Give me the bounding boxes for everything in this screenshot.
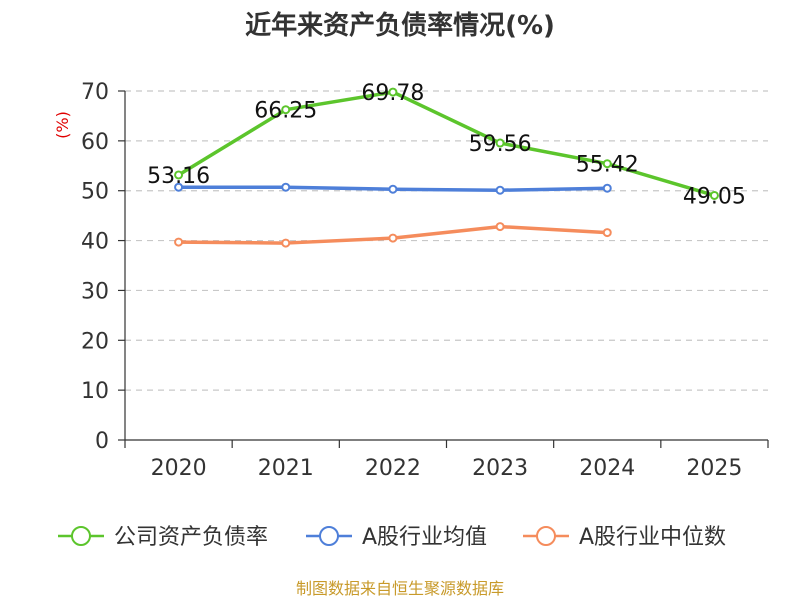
series-layer xyxy=(174,87,719,248)
legend-item: 公司资产负债率 xyxy=(58,525,268,550)
data-label: 53.16 xyxy=(147,164,210,189)
data-label: 59.56 xyxy=(469,132,532,157)
y-tick-label: 30 xyxy=(81,279,109,304)
legend-item: A股行业中位数 xyxy=(523,525,726,550)
data-point xyxy=(281,105,291,115)
x-tick-label: 2020 xyxy=(151,456,207,481)
data-point xyxy=(281,238,291,248)
legend-marker xyxy=(319,526,339,546)
data-point xyxy=(174,170,184,180)
data-point xyxy=(281,182,291,192)
data-point xyxy=(174,182,184,192)
y-tick-label: 20 xyxy=(81,329,109,354)
series-0 xyxy=(174,87,719,200)
y-tick-label: 0 xyxy=(95,429,109,454)
data-point xyxy=(495,185,505,195)
y-axis-label: (%) xyxy=(53,111,72,139)
series-line xyxy=(177,90,715,198)
y-tick-label: 60 xyxy=(81,130,109,155)
data-point xyxy=(709,190,719,200)
data-point xyxy=(602,228,612,238)
data-label: 66.25 xyxy=(254,99,317,124)
legend-marker xyxy=(71,526,91,546)
x-tick-label: 2023 xyxy=(472,456,528,481)
data-label: 55.42 xyxy=(576,153,639,178)
legend-marker xyxy=(536,526,556,546)
y-tick-label: 10 xyxy=(81,379,109,404)
series-1 xyxy=(174,182,612,195)
legend-label: A股行业均值 xyxy=(362,525,487,550)
x-tick-label: 2022 xyxy=(365,456,421,481)
legend-item: A股行业均值 xyxy=(306,525,487,550)
data-point xyxy=(388,87,398,97)
y-tick-label: 40 xyxy=(81,230,109,255)
y-tick-label: 50 xyxy=(81,180,109,205)
x-tick-label: 2021 xyxy=(258,456,314,481)
series-2 xyxy=(174,222,612,248)
data-point xyxy=(388,233,398,243)
data-point xyxy=(495,138,505,148)
y-tick-label: 70 xyxy=(81,80,109,105)
data-point xyxy=(495,222,505,232)
axes: 0 10 20 30 40 50 60 70 2020 2021 2022 2023 2024 2025 xyxy=(81,80,769,481)
data-labels: 53.16 66.25 69.78 59.56 55.42 49.05 xyxy=(147,81,746,209)
data-point xyxy=(602,183,612,193)
x-tick-label: 2025 xyxy=(686,456,742,481)
legend-label: A股行业中位数 xyxy=(579,525,726,550)
data-point xyxy=(388,184,398,194)
x-tick-label: 2024 xyxy=(579,456,635,481)
grid-lines xyxy=(125,90,768,391)
chart-title: 近年来资产负债率情况(%) xyxy=(245,10,555,41)
data-label: 49.05 xyxy=(683,184,746,209)
source-note: 制图数据来自恒生聚源数据库 xyxy=(296,579,504,598)
data-point xyxy=(174,237,184,247)
legend: 公司资产负债率 A股行业均值 A股行业中位数 xyxy=(58,525,726,550)
legend-label: 公司资产负债率 xyxy=(114,525,268,550)
data-label: 69.78 xyxy=(361,81,424,106)
data-point xyxy=(602,159,612,169)
